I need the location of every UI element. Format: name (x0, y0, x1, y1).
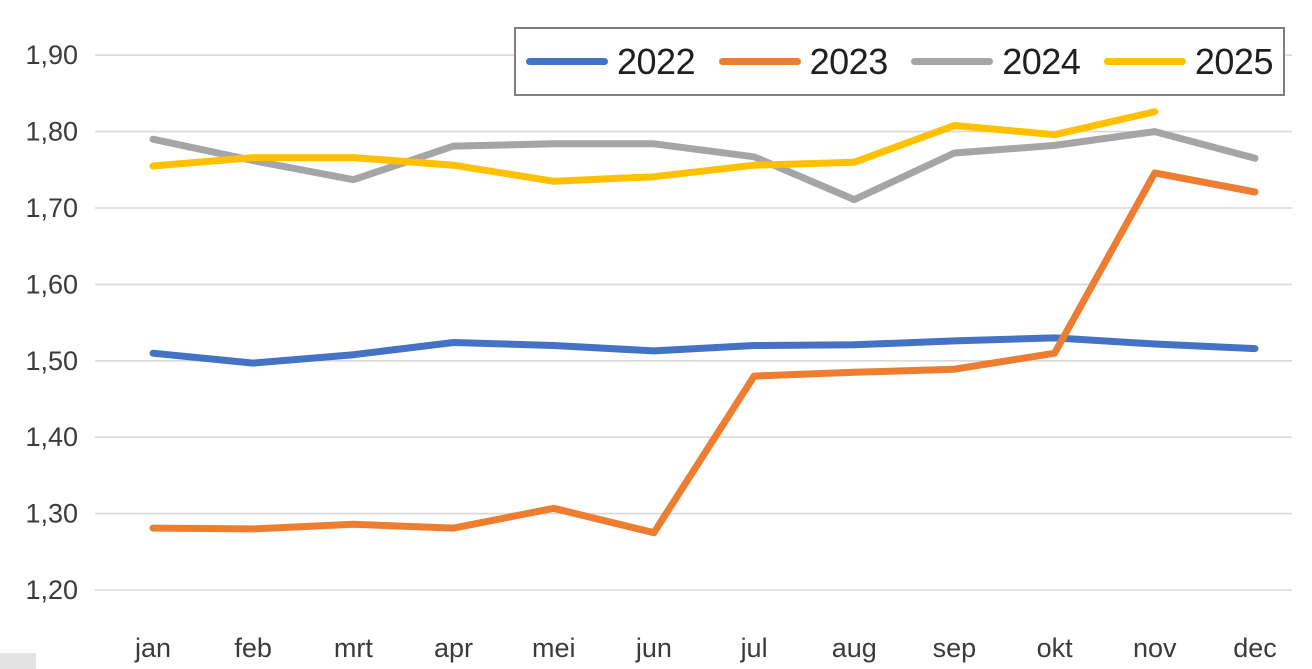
x-tick-label: feb (234, 633, 272, 663)
series-line-2023 (149, 169, 1259, 537)
y-tick-label: 1,70 (25, 193, 78, 223)
x-tick-label: jun (635, 633, 672, 663)
y-tick-label: 1,50 (25, 346, 78, 376)
x-tick-label: jan (134, 633, 171, 663)
legend-line-swatch-2022 (526, 58, 608, 65)
legend-line-swatch-2023 (718, 58, 801, 65)
legend-item-2022: 2022 (526, 40, 696, 82)
series-line-2025 (149, 108, 1159, 185)
x-tick-label: aug (832, 633, 877, 663)
bottom-left-artifact (0, 653, 36, 669)
x-tick-label: apr (434, 633, 473, 663)
x-tick-label: okt (1037, 633, 1074, 663)
x-tick-label: jul (740, 633, 768, 663)
legend-label-2023: 2023 (809, 40, 889, 82)
legend-item-2023: 2023 (718, 40, 889, 82)
y-tick-label: 1,90 (25, 40, 78, 70)
x-tick-label: mrt (334, 633, 373, 663)
x-tick-label: mei (532, 633, 576, 663)
y-tick-label: 1,60 (25, 269, 78, 299)
legend-item-2025: 2025 (1103, 40, 1274, 82)
chart-legend: 2022 2023 2024 2025 (514, 27, 1285, 96)
legend-item-2024: 2024 (911, 40, 1081, 82)
x-tick-label: nov (1133, 633, 1177, 663)
legend-label-2024: 2024 (1002, 40, 1081, 82)
legend-label-2022: 2022 (617, 40, 696, 82)
y-tick-label: 1,30 (25, 499, 78, 529)
legend-label-2025: 2025 (1194, 40, 1274, 82)
x-tick-label: sep (933, 633, 977, 663)
y-tick-label: 1,80 (25, 117, 78, 147)
legend-line-swatch-2024 (911, 58, 994, 65)
series-line-2024 (149, 128, 1259, 204)
legend-line-swatch-2025 (1103, 58, 1186, 65)
series-line-2022 (149, 334, 1259, 367)
y-tick-label: 1,40 (25, 422, 78, 452)
x-tick-label: dec (1233, 633, 1277, 663)
y-tick-label: 1,20 (25, 575, 78, 605)
